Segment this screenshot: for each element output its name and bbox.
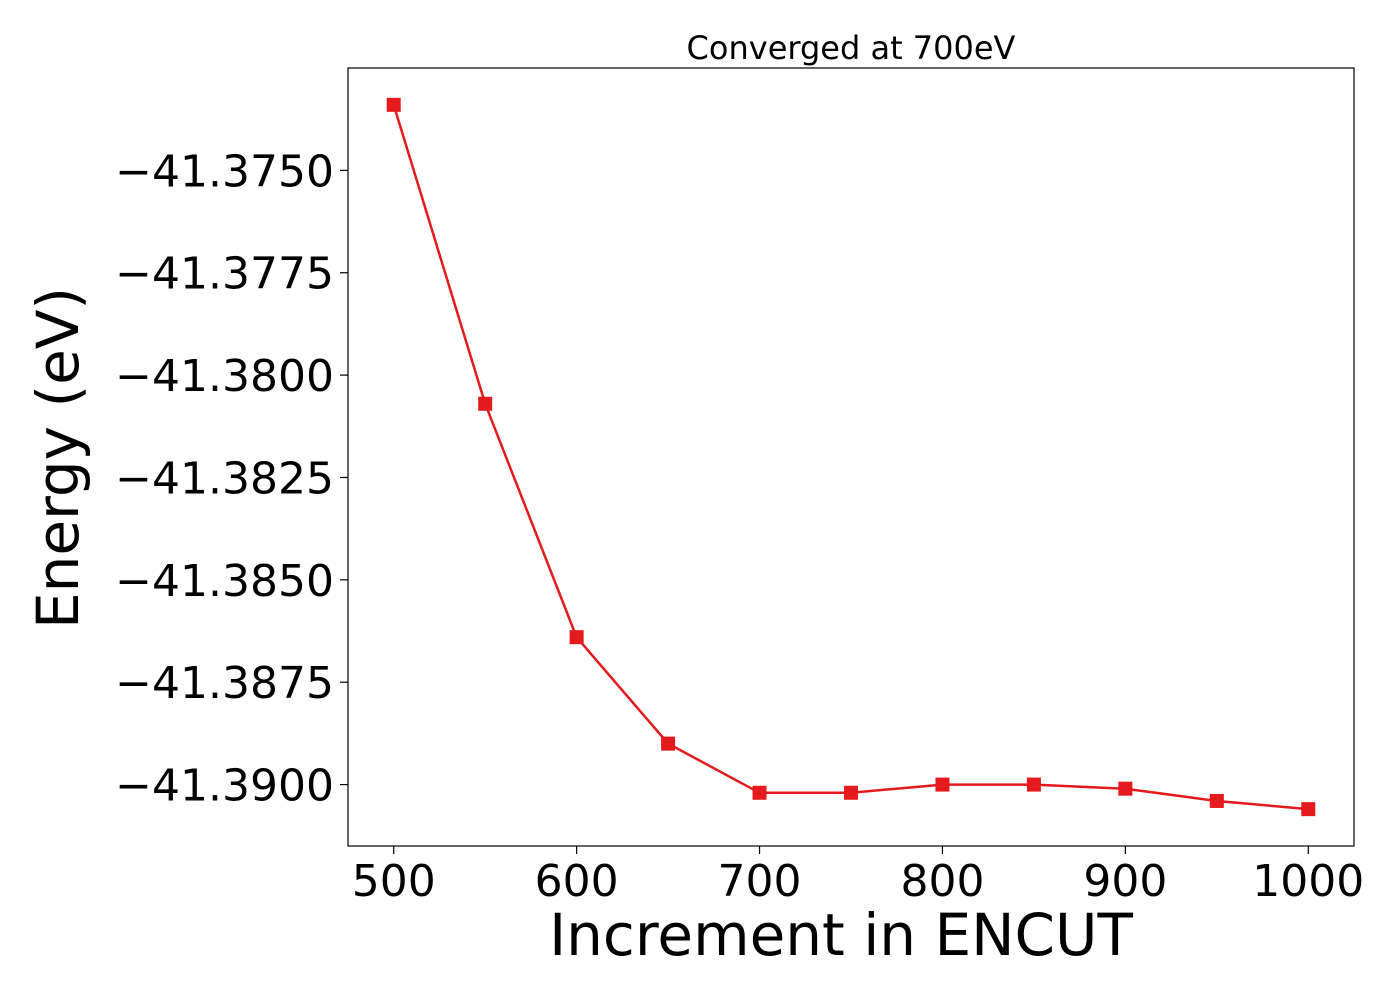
x-tick-label: 900	[1083, 856, 1167, 907]
y-tick-label: −41.3775	[115, 249, 334, 300]
x-axis-label: Increment in ENCUT	[549, 901, 1133, 969]
data-point-marker	[569, 630, 584, 645]
y-tick-label: −41.3900	[115, 761, 334, 812]
y-tick-label: −41.3875	[115, 658, 334, 709]
data-point-marker	[935, 777, 950, 792]
x-tick-label: 800	[900, 856, 984, 907]
y-tick-label: −41.3750	[115, 146, 334, 197]
data-point-marker	[478, 396, 493, 411]
x-tick-label: 600	[535, 856, 619, 907]
y-tick-label: −41.3850	[115, 556, 334, 607]
data-point-marker	[1209, 793, 1224, 808]
y-axis-ticks: −41.3750 −41.3775 −41.3800 −41.3825 −41.3850…	[115, 146, 348, 812]
y-tick-label: −41.3800	[115, 351, 334, 402]
data-point-marker	[844, 785, 858, 800]
y-tick-label: −41.3825	[115, 453, 334, 504]
data-point-marker	[752, 785, 767, 800]
x-tick-label: 500	[352, 856, 436, 907]
series-layer	[386, 97, 1316, 817]
data-point-marker	[1118, 781, 1133, 796]
plot-area-frame	[347, 67, 1355, 847]
data-point-marker	[1026, 777, 1041, 792]
y-axis-label: Energy (eV)	[24, 287, 92, 629]
data-point-marker	[386, 97, 401, 112]
chart-title: Converged at 700eV	[687, 29, 1016, 67]
x-axis-ticks: 500 600 700 800 900 1000	[352, 846, 1364, 907]
x-tick-label: 700	[718, 856, 802, 907]
x-tick-label: 1000	[1252, 856, 1364, 907]
data-point-marker	[1301, 802, 1316, 817]
data-point-marker	[661, 736, 676, 751]
